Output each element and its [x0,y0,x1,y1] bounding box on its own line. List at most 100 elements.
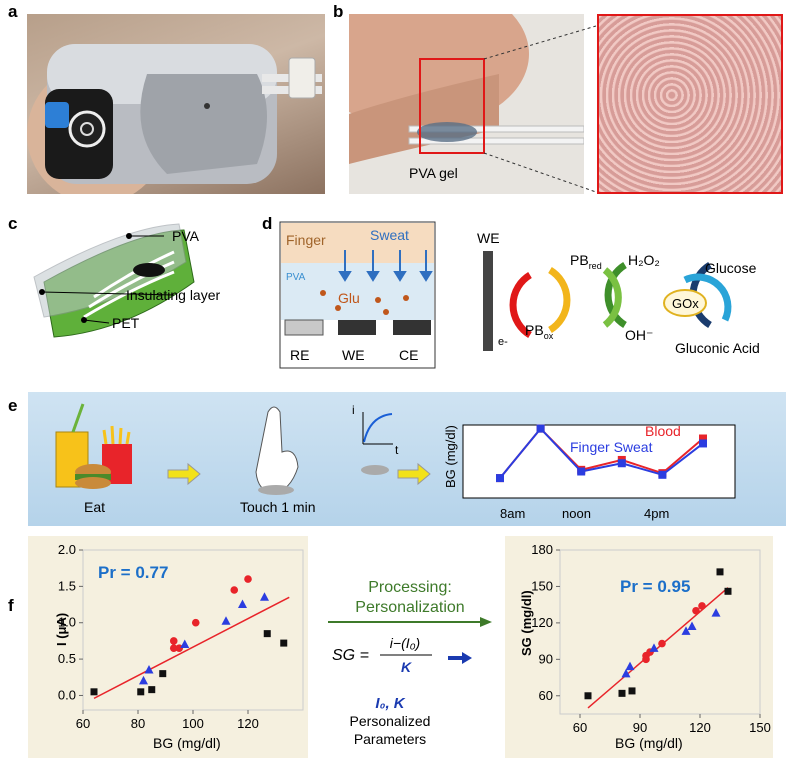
data-point-red [169,637,178,645]
data-point-black [618,689,626,697]
data-point-black [280,639,288,647]
y-tick-label: 90 [539,651,553,666]
pet-label: PET [112,315,140,331]
data-point-red [175,644,184,652]
params-symbols: I₀, K [375,695,405,712]
finger-sweat-legend: Finger Sweat [570,439,653,455]
data-point-blue [649,643,659,652]
y-tick-label: 1.0 [58,615,76,630]
personalized-label: Personalized [350,713,431,729]
data-point-blue [139,675,148,685]
blood-legend: Blood [645,423,681,439]
finger-illustration: PVA gel [349,14,584,181]
y-tick-label: 0.5 [58,651,76,666]
processing-label: Processing: [368,579,452,596]
personalization-label: Personalization [355,599,464,616]
workflow-illustration: Eat Touch 1 min i t BG (mg/dl) Blood Fin… [55,403,736,521]
pb-red-label: PBred [570,252,602,271]
trend-point [658,470,667,479]
x-tick-label: 90 [633,720,647,735]
y-tick-label: 150 [531,578,553,593]
insulating-layer-label: Insulating layer [126,287,221,303]
glucose-label: Glucose [705,260,757,276]
data-point-black [137,688,145,696]
tick-8am: 8am [500,506,525,521]
y-tick-label: 120 [531,615,553,630]
touch-label: Touch 1 min [240,499,315,515]
data-point-black [148,686,156,694]
glu-label: Glu [338,290,360,306]
data-point-blue [180,639,190,649]
current-vs-bg-scatter: Pr = 0.77 I (μA) BG (mg/dl) 60 80 100 120 0.… [54,542,304,751]
device-photo [27,14,325,194]
zoom-connector-lines [483,25,597,193]
parameters-label: Parameters [354,731,426,747]
fingerprint-zoom [597,14,783,194]
bg-trend-plot [462,424,736,499]
gox-label: GOx [672,296,699,311]
x-tick-label: 150 [749,720,771,735]
data-point-blue [621,668,631,678]
ce-label: CE [399,347,418,363]
plot-f-left-bg [28,536,308,758]
h2o2-label: H₂O₂ [628,252,660,268]
formula-denominator: K [401,659,412,675]
handheld-device-illustration [27,44,322,194]
pr-077-label: Pr = 0.77 [98,563,168,582]
fit-line [587,587,729,709]
data-point-blue [711,608,721,617]
we-label: WE [342,347,365,363]
tick-4pm: 4pm [644,506,669,521]
pr-095-label: Pr = 0.95 [620,577,690,596]
data-point-black [716,568,724,576]
y-tick-label: 0.0 [58,687,76,702]
formula-numerator: i−(I₀) [390,635,420,651]
personalization-block: Processing: Personalization SG = i−(I₀) … [328,579,492,747]
we-electrode-label: WE [477,230,500,246]
data-point-black [159,670,167,678]
data-point-black [90,688,98,696]
fit-line [93,596,290,700]
panel-label-e: e [8,396,18,415]
trend-line-1 [499,427,704,479]
plot-area [559,549,761,715]
pva-gel-label: PVA gel [409,165,458,181]
data-point-red [191,618,200,627]
panel-label-d: d [262,214,273,233]
x-tick-label: 80 [131,716,145,731]
data-point-red [642,655,650,664]
pb-ox-label: PBox [525,322,554,341]
current-ylabel: I (μA) [54,613,69,646]
data-point-blue [238,599,247,609]
y-tick-label: 1.5 [58,578,76,593]
x-tick-label: 60 [76,716,90,731]
sweat-label: Sweat [370,227,409,243]
bg-xlabel-right: BG (mg/dl) [615,735,683,751]
sg-ylabel: SG (mg/dl) [519,590,534,656]
x-tick-label: 120 [689,720,711,735]
data-point-blue [221,616,231,625]
oh-label: OH⁻ [625,327,653,343]
data-point-black [584,692,592,700]
data-point-black [263,630,271,638]
reaction-scheme: WE PBred PBox H₂O₂ OH⁻ Glucose GOx Gluco… [477,230,760,355]
bg-xlabel-left: BG (mg/dl) [153,735,221,751]
panel-label-b: b [333,2,344,21]
trend-point [577,467,586,476]
i-label: i [352,403,355,417]
re-label: RE [290,347,309,363]
data-point-red [169,644,178,652]
bg-ylabel: BG (mg/dl) [443,425,458,488]
plot-f-right-bg [505,536,773,758]
data-point-black [724,587,732,595]
panel-label-a: a [8,2,18,21]
data-point-blue [625,661,635,671]
y-tick-label: 180 [531,542,553,557]
finger-photo: PVA gel [349,14,584,194]
sg-vs-bg-scatter: Pr = 0.95 SG (mg/dl) BG (mg/dl) 60 90 120 1… [519,542,771,751]
data-point-blue [144,665,154,674]
x-tick-label: 120 [237,716,259,731]
data-point-blue [260,592,269,601]
tick-noon: noon [562,506,591,521]
electrode-cross-section: Finger Sweat PVA Glu RE WE CE [279,221,436,369]
